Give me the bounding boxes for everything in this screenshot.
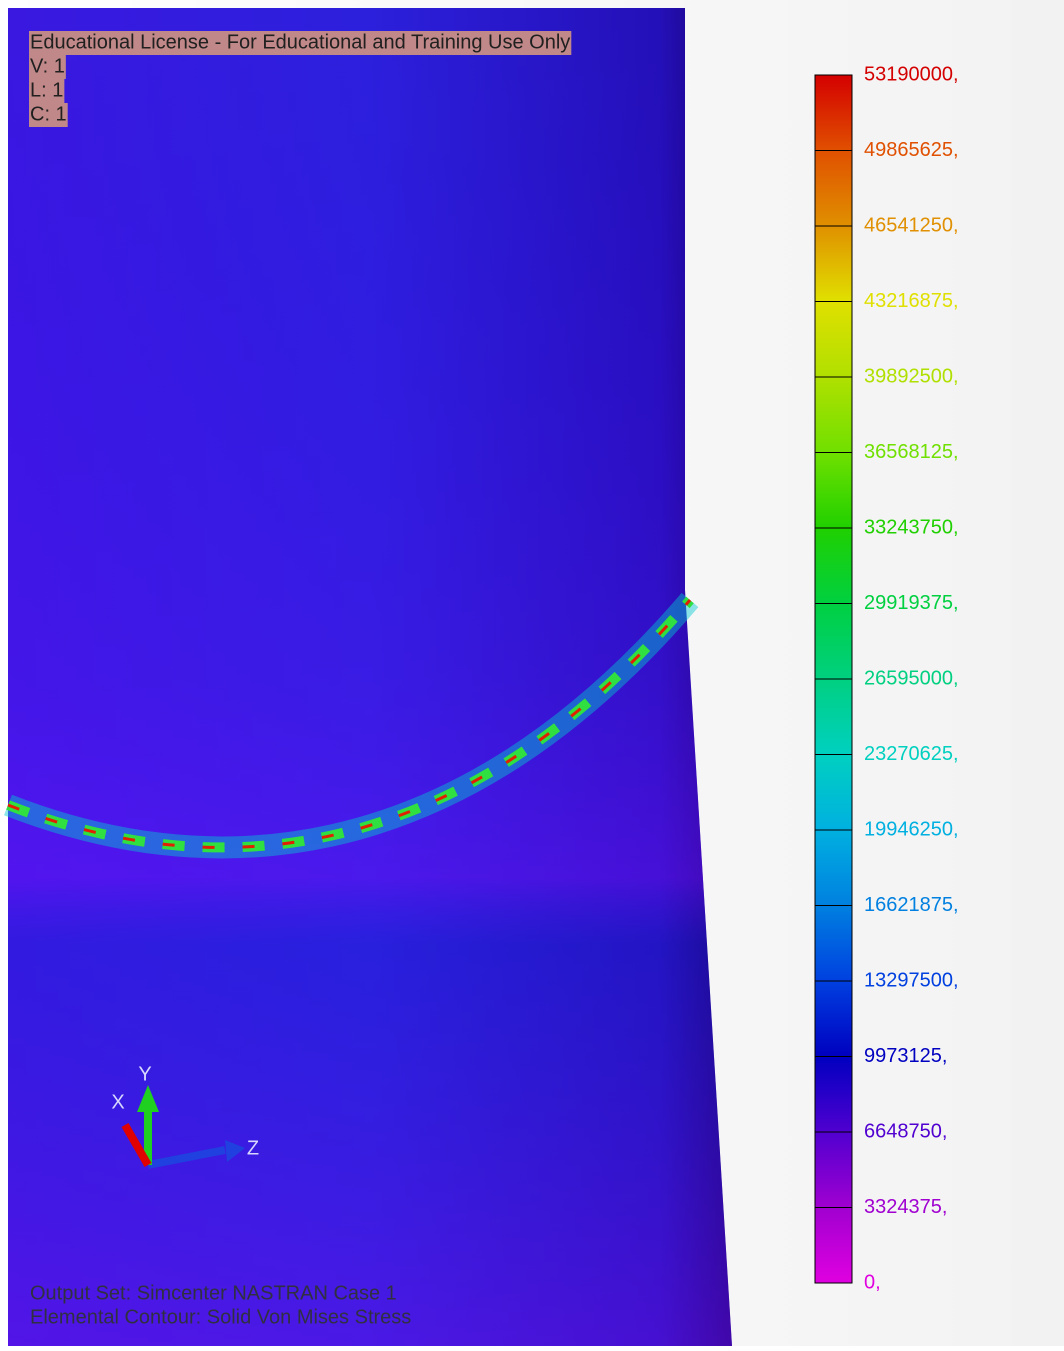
legend-label: 29919375, — [864, 592, 959, 614]
legend: 53190000, 49865625, 46541250, 43216875, 3989… — [814, 63, 959, 1293]
license-text: L: 1 — [30, 79, 63, 101]
label-box — [29, 31, 572, 55]
label-box — [29, 79, 65, 103]
stress-ring-peak — [7, 599, 692, 849]
legend-label: 36568125, — [864, 441, 959, 463]
legend-label: 43216875, — [864, 290, 959, 312]
axis-label: Z — [247, 1137, 259, 1159]
legend-label: 46541250, — [864, 214, 959, 236]
cylinder-shade — [8, 8, 732, 1346]
license-text: C: 1 — [30, 103, 67, 125]
legend-label: 3324375, — [864, 1196, 947, 1218]
license-text: V: 1 — [30, 55, 65, 77]
legend-label: 39892500, — [864, 365, 959, 387]
legend-label: 26595000, — [864, 667, 959, 689]
axis-label: X — [111, 1091, 124, 1113]
label-box — [29, 55, 66, 79]
legend-label: 0, — [864, 1271, 881, 1293]
legend-label: 49865625, — [864, 139, 959, 161]
footer-text: Elemental Contour: Solid Von Mises Stres… — [30, 1306, 411, 1328]
footer-text: Output Set: Simcenter NASTRAN Case 1 — [30, 1282, 397, 1304]
triad: Y X Z — [111, 1063, 259, 1169]
legend-label: 9973125, — [864, 1045, 947, 1067]
legend-label: 23270625, — [864, 743, 959, 765]
legend-label: 16621875, — [864, 894, 959, 916]
license-text: Educational License - For Educational an… — [30, 31, 570, 53]
legend-label: 6648750, — [864, 1120, 947, 1142]
legend-label: 19946250, — [864, 818, 959, 840]
footer: Output Set: Simcenter NASTRAN Case 1Elem… — [30, 1282, 411, 1328]
header: Educational License - For Educational an… — [29, 31, 572, 127]
legend-label: 53190000, — [864, 63, 959, 85]
axis-label: Y — [138, 1063, 151, 1085]
label-box — [29, 103, 68, 127]
legend-label: 33243750, — [864, 516, 959, 538]
legend-label: 13297500, — [864, 969, 959, 991]
